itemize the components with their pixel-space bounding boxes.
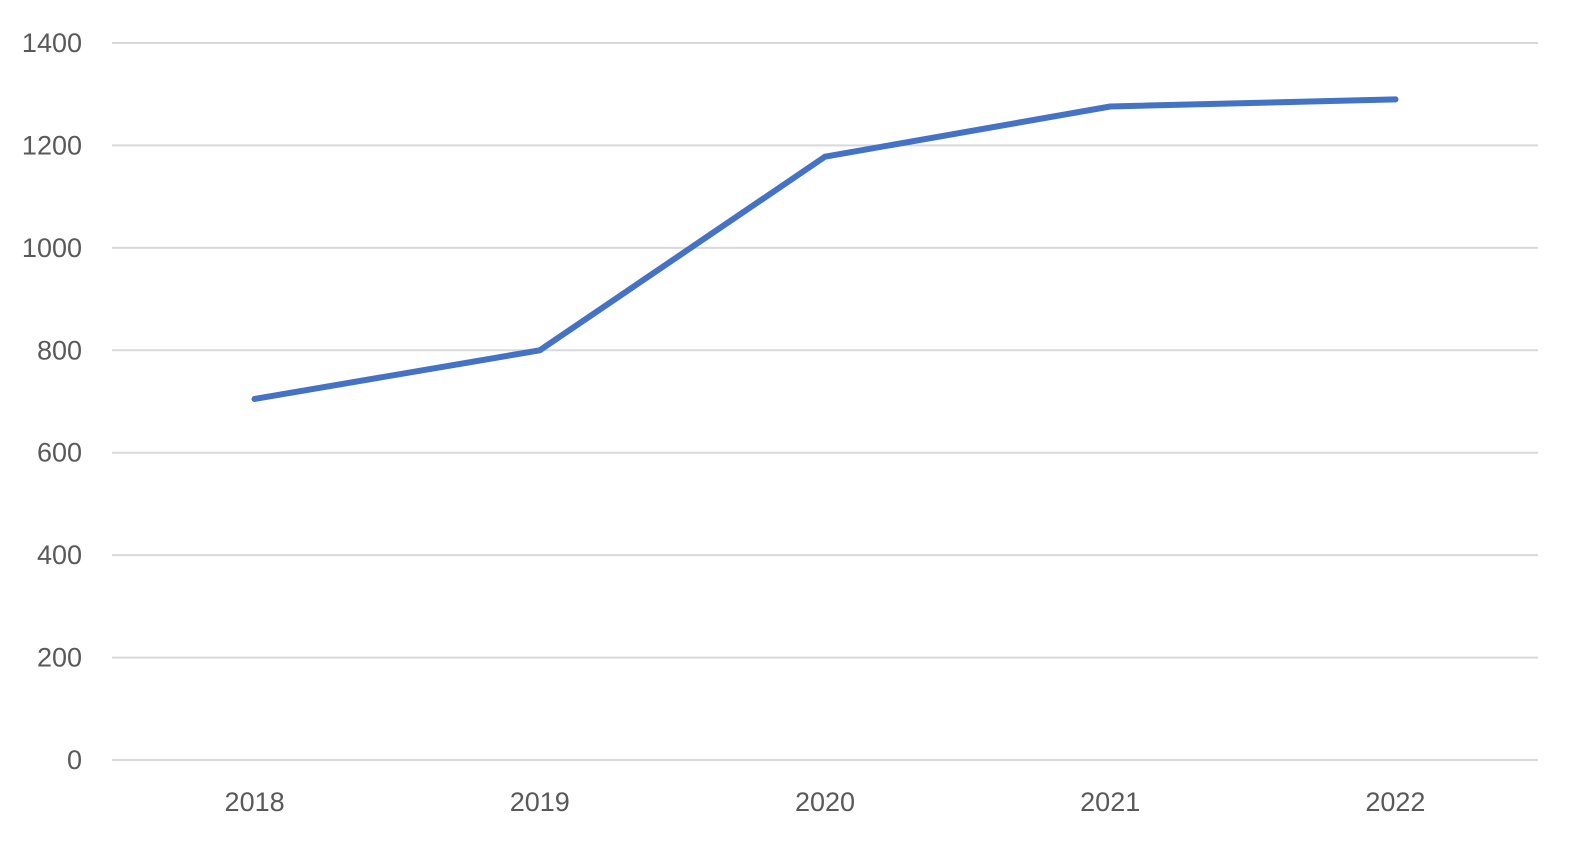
y-tick-label: 400 (37, 540, 82, 570)
gridlines (112, 42, 1538, 761)
y-tick-label: 0 (67, 745, 82, 775)
x-tick-label: 2022 (1365, 787, 1425, 817)
data-point (251, 395, 258, 402)
x-axis-tick-labels: 2018 2019 2020 2021 2022 (225, 787, 1426, 817)
y-tick-label: 1000 (22, 233, 82, 263)
x-tick-label: 2020 (795, 787, 855, 817)
data-point (1107, 103, 1114, 110)
x-tick-label: 2018 (225, 787, 285, 817)
data-point (536, 347, 543, 354)
y-tick-label: 1200 (22, 130, 82, 160)
y-axis-tick-labels: 0 200 400 600 800 1000 1200 1400 (22, 28, 82, 775)
y-tick-label: 800 (37, 335, 82, 365)
x-tick-label: 2021 (1080, 787, 1140, 817)
series-layer (251, 96, 1399, 402)
y-tick-label: 600 (37, 438, 82, 468)
x-tick-label: 2019 (510, 787, 570, 817)
data-point (1392, 96, 1399, 103)
series-line (251, 96, 1399, 402)
data-point (822, 153, 828, 160)
y-tick-label: 1400 (22, 28, 82, 58)
y-tick-label: 200 (37, 643, 82, 673)
